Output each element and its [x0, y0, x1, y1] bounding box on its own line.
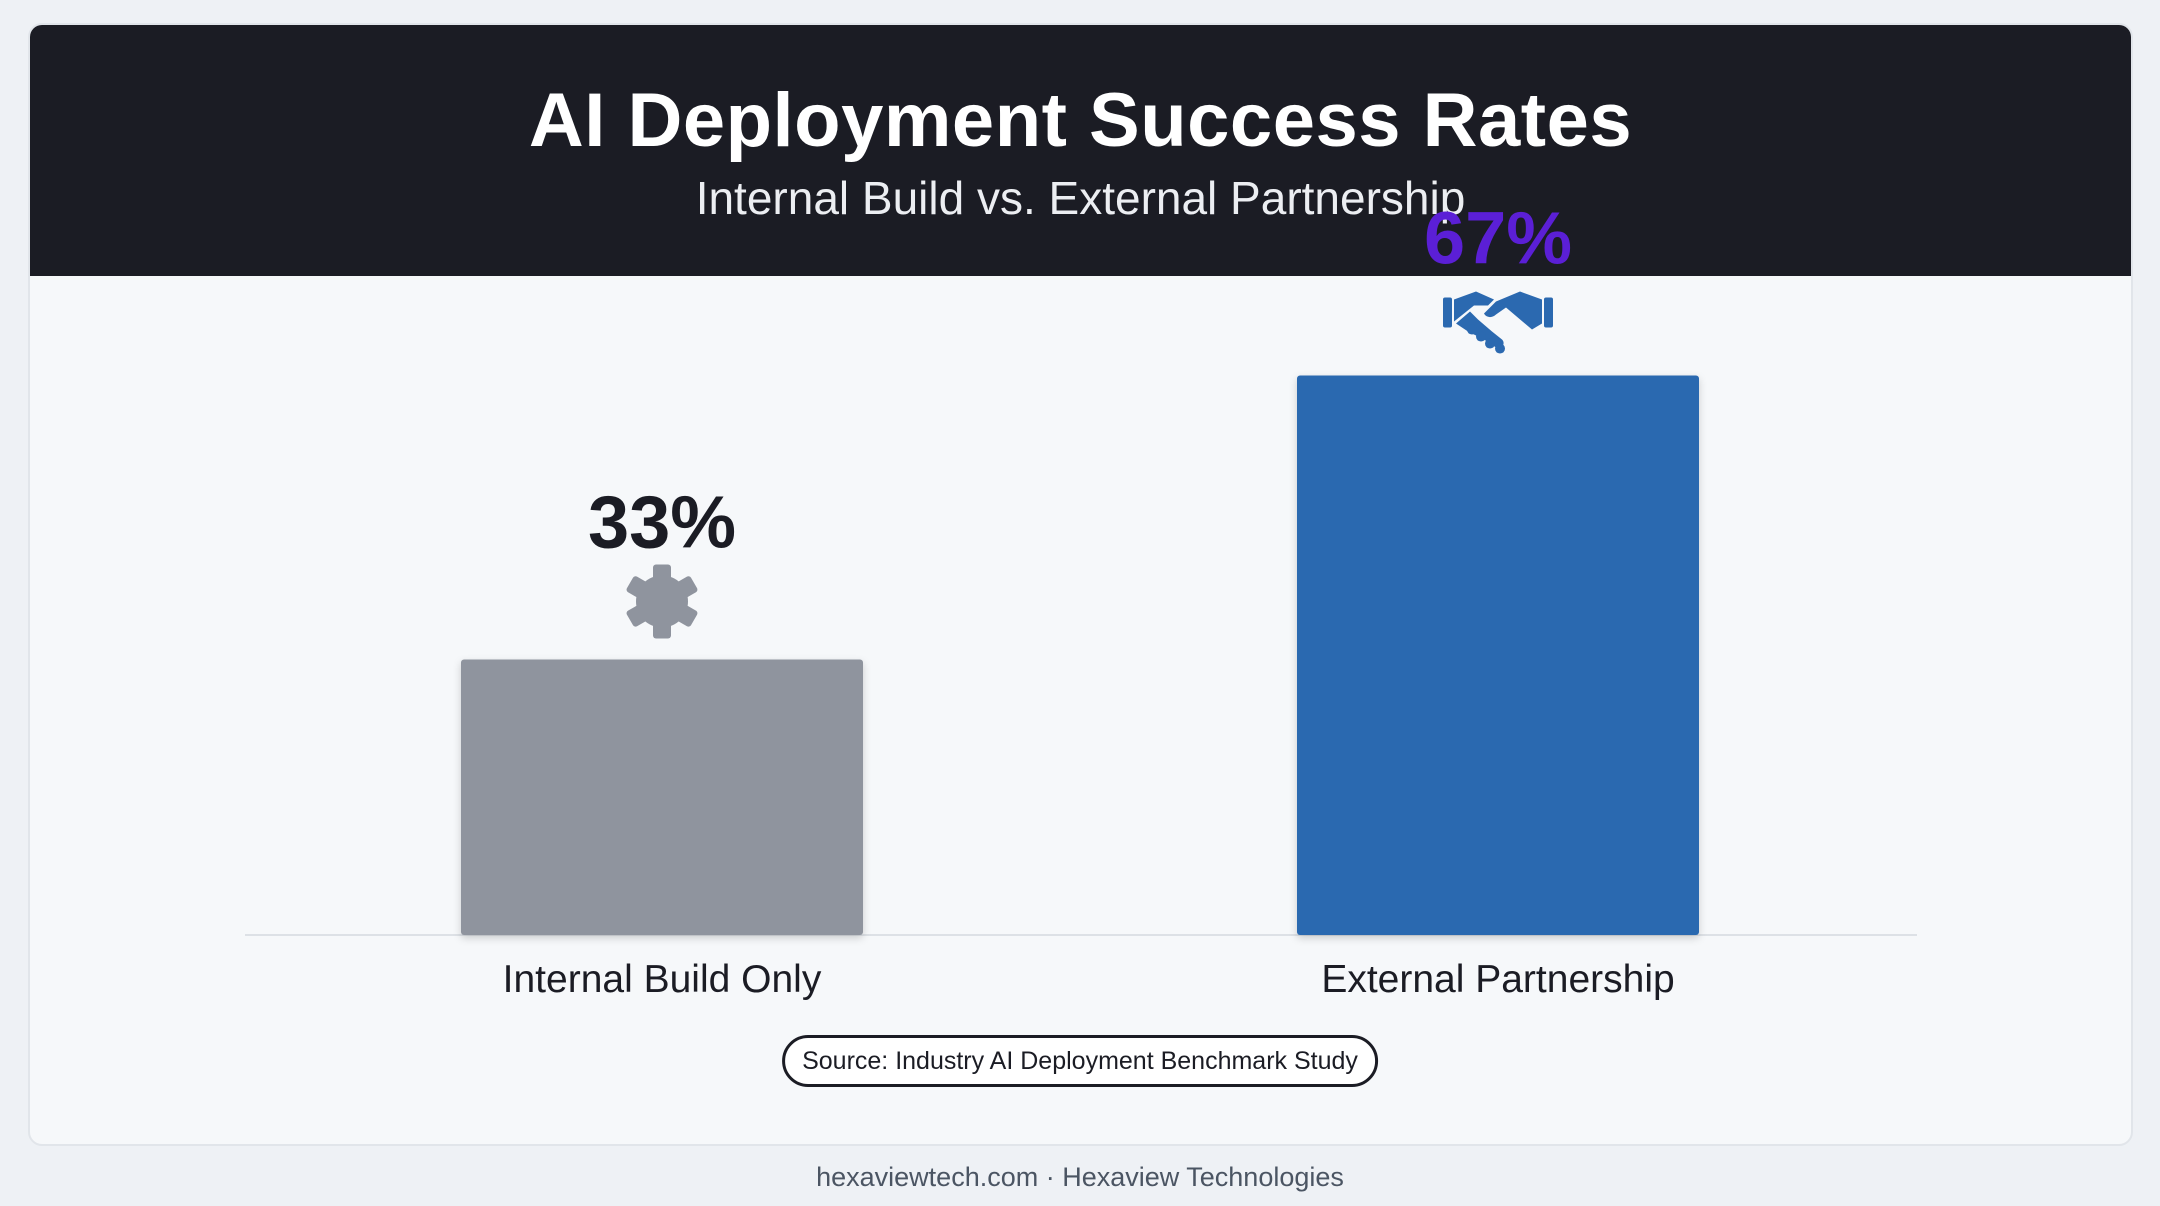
value-label: 33% [588, 480, 736, 563]
chart-subtitle: Internal Build vs. External Partnership [695, 172, 1466, 224]
category-label: External Partnership [1321, 958, 1674, 1001]
value-label: 67% [1424, 197, 1572, 280]
gear-icon [625, 564, 699, 639]
chart-card: AI Deployment Success Rates Internal Bui… [28, 23, 2133, 1146]
chart-title: AI Deployment Success Rates [528, 78, 1633, 163]
source-badge: Source: Industry AI Deployment Benchmark… [782, 1035, 1378, 1087]
bar-internal-build-only [461, 659, 863, 935]
handshake-icon [1443, 291, 1553, 354]
category-label: Internal Build Only [503, 958, 822, 1001]
chart-header: AI Deployment Success Rates Internal Bui… [30, 25, 2131, 276]
footer-credit: hexaviewtech.com · Hexaview Technologies [816, 1162, 1344, 1192]
bar-external-partnership [1297, 375, 1699, 935]
